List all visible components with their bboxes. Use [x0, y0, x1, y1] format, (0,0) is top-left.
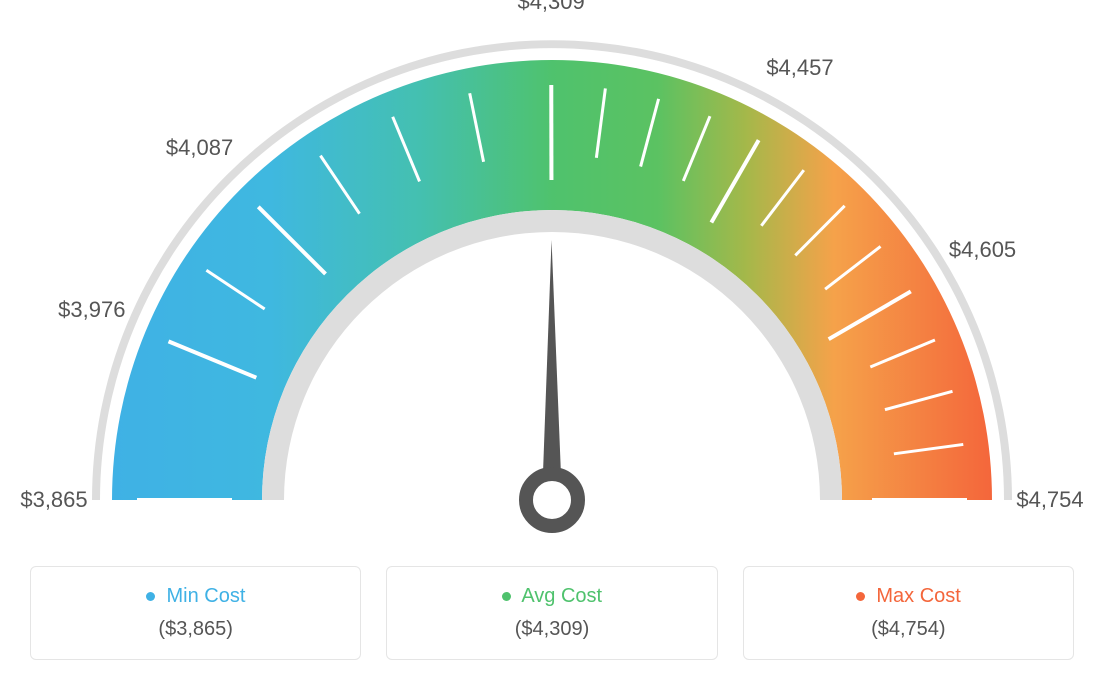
max-dot-icon: [856, 592, 865, 601]
gauge-tick-label: $4,457: [766, 55, 833, 81]
gauge-tick-label: $4,309: [517, 0, 584, 15]
cost-cards-row: Min Cost ($3,865) Avg Cost ($4,309) Max …: [30, 566, 1074, 660]
gauge-chart-container: $3,865 $3,976 $4,087 $4,309 $4,457 $4,605 $4,7…: [0, 0, 1104, 690]
gauge-tick-label: $3,976: [58, 297, 125, 323]
max-cost-title: Max Cost: [754, 585, 1063, 608]
max-cost-card: Max Cost ($4,754): [743, 566, 1074, 660]
max-cost-value: ($4,754): [754, 618, 1063, 641]
min-cost-label: Min Cost: [166, 585, 245, 607]
gauge-tick-label: $4,754: [1016, 487, 1083, 513]
avg-cost-value: ($4,309): [397, 618, 706, 641]
avg-cost-title: Avg Cost: [397, 585, 706, 608]
gauge-tick-label: $4,605: [949, 237, 1016, 263]
min-dot-icon: [146, 592, 155, 601]
gauge-tick-label: $3,865: [20, 487, 87, 513]
max-cost-label: Max Cost: [876, 585, 960, 607]
min-cost-card: Min Cost ($3,865): [30, 566, 361, 660]
gauge-tick-label: $4,087: [166, 135, 233, 161]
min-cost-title: Min Cost: [41, 585, 350, 608]
avg-dot-icon: [502, 592, 511, 601]
avg-cost-card: Avg Cost ($4,309): [386, 566, 717, 660]
min-cost-value: ($3,865): [41, 618, 350, 641]
gauge-svg: [0, 0, 1104, 560]
gauge-area: $3,865 $3,976 $4,087 $4,309 $4,457 $4,605 $4,7…: [0, 0, 1104, 560]
avg-cost-label: Avg Cost: [521, 585, 602, 607]
